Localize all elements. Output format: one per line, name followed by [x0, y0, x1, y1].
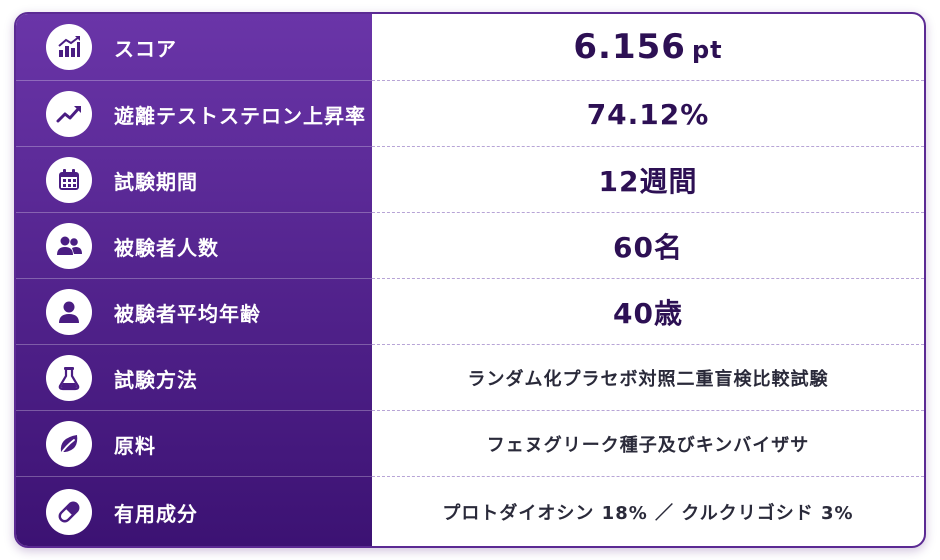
row-label: 試験期間 — [114, 169, 198, 194]
score-value: 6.156 pt — [573, 27, 723, 67]
row-label-cell: 試験方法 — [16, 344, 372, 411]
table-row: 試験方法 ランダム化プラセボ対照二重盲検比較試験 — [16, 344, 924, 410]
row-value-cell: 40歳 — [372, 278, 924, 345]
row-value: 40歳 — [613, 297, 683, 330]
row-label: 原料 — [114, 433, 156, 458]
table-row: 被験者平均年齢 40歳 — [16, 278, 924, 344]
users-icon — [46, 223, 92, 269]
trend-up-icon — [46, 91, 92, 137]
row-value-cell: プロトダイオシン 18% ／ クルクリゴシド 3% — [372, 476, 924, 546]
row-value-cell: フェヌグリーク種子及びキンバイザサ — [372, 410, 924, 477]
row-value-cell: 74.12% — [372, 80, 924, 147]
row-value: ランダム化プラセボ対照二重盲検比較試験 — [467, 369, 829, 390]
row-value-cell: 60名 — [372, 212, 924, 279]
row-label-cell: 原料 — [16, 410, 372, 477]
pill-icon — [46, 489, 92, 535]
row-label: 有用成分 — [114, 501, 198, 526]
calendar-icon — [46, 157, 92, 203]
row-label: スコア — [114, 36, 177, 61]
row-value-cell: 6.156 pt — [372, 14, 924, 80]
leaf-icon — [46, 421, 92, 467]
row-label: 被験者平均年齢 — [114, 301, 261, 326]
row-label-cell: スコア — [16, 14, 372, 80]
row-label-cell: 有用成分 — [16, 476, 372, 546]
table-row: スコア 6.156 pt — [16, 14, 924, 80]
table-row: 試験期間 12週間 — [16, 146, 924, 212]
row-value: フェヌグリーク種子及びキンバイザサ — [486, 435, 810, 456]
row-label-cell: 被験者平均年齢 — [16, 278, 372, 345]
user-icon — [46, 289, 92, 335]
table-row: 被験者人数 60名 — [16, 212, 924, 278]
table-row: 遊離テストステロン上昇率 74.12% — [16, 80, 924, 146]
row-value: 60名 — [613, 231, 683, 264]
row-value-cell: ランダム化プラセボ対照二重盲検比較試験 — [372, 344, 924, 411]
row-label-cell: 被験者人数 — [16, 212, 372, 279]
row-label-cell: 遊離テストステロン上昇率 — [16, 80, 372, 147]
row-value: 12週間 — [598, 165, 698, 198]
flask-icon — [46, 355, 92, 401]
row-label-cell: 試験期間 — [16, 146, 372, 213]
bar-chart-up-icon — [46, 24, 92, 70]
table-row: 原料 フェヌグリーク種子及びキンバイザサ — [16, 410, 924, 476]
row-value-cell: 12週間 — [372, 146, 924, 213]
row-value: 74.12% — [586, 97, 710, 131]
table-row: 有用成分 プロトダイオシン 18% ／ クルクリゴシド 3% — [16, 476, 924, 546]
row-label: 遊離テストステロン上昇率 — [114, 103, 366, 128]
row-label: 被験者人数 — [114, 235, 219, 260]
spec-table: スコア 6.156 pt 遊離テストステロン上昇率 74.12% 試験期間 12週… — [14, 12, 926, 548]
row-label: 試験方法 — [114, 367, 198, 392]
row-value: プロトダイオシン 18% ／ クルクリゴシド 3% — [442, 503, 854, 524]
